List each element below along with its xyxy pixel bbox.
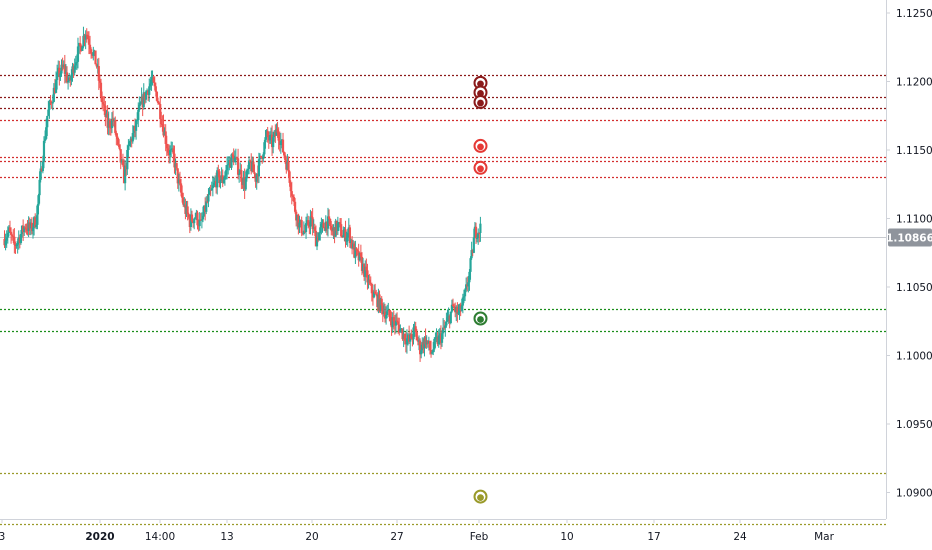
level-marker-icon[interactable] [475,491,487,503]
candle-body [127,146,129,150]
x-tick-label: 14:00 [145,531,175,543]
candle-body [117,139,119,144]
candle-body [301,220,303,233]
x-tick-label: Feb [470,531,489,543]
x-tick-label: 17 [647,531,660,543]
candle-body [309,216,311,226]
candle-body [386,311,388,315]
candle-body [282,140,284,152]
y-tick-label: 1.09500 [896,419,932,431]
y-tick-label: 1.09000 [896,488,932,500]
level-marker-icon[interactable] [475,162,487,174]
candle-body [479,224,481,233]
candle-body [155,86,157,91]
level-marker-icon[interactable] [475,140,487,152]
candle-body [450,312,452,323]
x-tick-label: Mar [814,531,834,543]
price-axis[interactable]: 1.12500 1.12000 1.11500 1.11000 1.10500 1.100… [886,8,932,500]
marker-dot [477,494,484,501]
time-axis[interactable]: 3 2020 14:00 13 20 27 Feb 10 17 24 Mar [0,519,835,543]
x-tick-label: 27 [390,531,403,543]
candle-407 [450,312,452,325]
x-tick-label: 2020 [85,531,114,543]
candle-body [207,195,209,202]
current-price-label: 1.10866 [886,233,932,245]
candle-body [191,214,193,221]
y-tick-label: 1.12000 [896,77,932,89]
x-tick-label: 24 [733,531,747,543]
y-tick-label: 1.12500 [896,8,932,20]
candle-body [94,50,96,64]
candle-body [176,163,178,168]
y-tick-label: 1.11500 [896,145,932,157]
candle-body [469,258,471,272]
current-price-badge: 1.10866 [886,229,932,247]
plot-background [0,0,886,519]
candle-body [473,238,475,253]
candle-body [238,174,240,175]
candle-body [43,141,45,162]
x-tick-label: 20 [305,531,318,543]
x-tick-label: 10 [560,531,573,543]
x-tick-label: 3 [0,531,5,543]
x-tick-label: 13 [220,531,233,543]
y-tick-label: 1.11000 [896,214,932,226]
marker-dot [477,143,484,150]
candle-body [287,162,289,172]
y-tick-label: 1.10500 [896,282,932,294]
marker-dot [477,165,484,172]
candle-83 [94,50,96,64]
axis-corner [887,520,932,550]
candle-body [145,92,147,100]
y-tick-label: 1.10000 [896,351,932,363]
candle-body [119,144,121,149]
candle-body [46,116,48,127]
level-marker-icon[interactable] [475,96,487,108]
marker-dot [477,100,484,107]
marker-dot [477,316,484,323]
level-marker-icon[interactable] [475,313,487,325]
